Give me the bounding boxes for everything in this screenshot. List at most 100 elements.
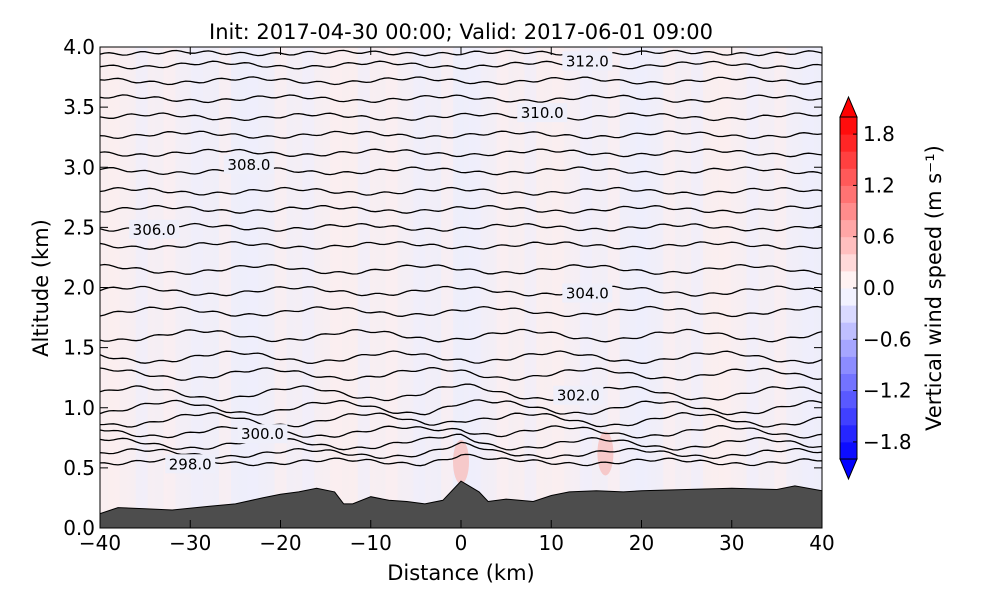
wind-band [663,47,676,528]
isentrope-line [100,425,822,439]
wind-band [274,47,287,528]
contour-label: 310.0 [521,104,564,122]
colorbar-segment [840,373,857,392]
y-tick-label: 3.5 [63,95,95,119]
isentrope-line [100,222,822,232]
isentrope-line [100,263,822,276]
isentrope-line [100,285,822,297]
contour-label: 306.0 [133,221,176,239]
y-axis-label: Altitude (km) [29,219,53,357]
y-tick-label: 4.0 [63,35,95,59]
isentrope-line [100,383,822,402]
wind-band [191,47,204,528]
isentrope-line [100,411,822,428]
terrain-layer [100,480,822,528]
colorbar-segment [840,236,857,255]
isentrope-line [100,328,822,343]
isentrope-line [100,241,822,250]
isentrope-line [100,186,822,196]
terrain [100,480,822,528]
wind-band [552,47,565,528]
colorbar-segment [840,219,857,238]
contour-label: 298.0 [169,455,212,473]
colorbar-segment [840,270,857,289]
wind-band [135,47,148,528]
isentrope-line [100,130,822,140]
isentrope-line [100,60,822,70]
plot-area: 312.0 310.0 308.0 306.0 304.0 302.0 300.0 298.0 [99,46,823,529]
isentrope-line [100,441,822,460]
colorbar-tick-label: −1.8 [863,430,912,454]
colorbar-extend-min [839,458,858,481]
isentrope-line [100,94,822,104]
wind-band [330,47,343,528]
isentrope-line [100,112,822,122]
x-tick-label: 40 [809,531,834,555]
isentrope-line [100,204,822,214]
x-tick-label: −10 [350,531,392,555]
isentrope-line [100,366,822,381]
isentrope-line [100,148,822,158]
y-tick-label: 2.5 [63,215,95,239]
y-tick-label: 1.0 [63,396,95,420]
colorbar-tick-label: 1.8 [863,122,895,146]
colorbar-label: Vertical wind speed (m s⁻¹) [922,145,946,431]
wind-band [718,47,731,528]
isentrope-line [100,399,822,416]
colorbar-segment [840,134,857,152]
colorbar-segment [840,322,857,340]
contour-label: 312.0 [566,52,609,70]
x-tick-label: 30 [719,531,744,555]
colorbar-tick-label: 1.2 [863,173,895,197]
contour-label-bg [165,454,216,474]
colorbar-segment [840,202,857,221]
y-axis: 0.0 0.5 1.0 1.5 2.0 2.5 3.0 3.5 4.0 [63,35,822,540]
contour-label-bg [223,154,274,174]
isentrope-line [100,433,822,451]
isentrope-line [100,305,822,318]
x-tick-label: 20 [629,531,654,555]
wind-band [357,47,370,528]
colorbar-segment [840,253,857,272]
colorbar-tick-label: 0.6 [863,225,895,249]
x-tick-label: −40 [79,531,121,555]
contour-label-bg [562,51,613,71]
wind-band [163,47,176,528]
y-tick-label: 2.0 [63,276,95,300]
contour-label: 302.0 [557,387,600,405]
colorbar-tick-label: −1.2 [863,379,912,403]
isentrope-line [100,350,822,365]
chart-title: Init: 2017-04-30 00:00; Valid: 2017-06-0… [209,20,713,44]
wind-band [496,47,509,528]
x-tick-label: −30 [169,531,211,555]
colorbar-tick-label: −0.6 [863,327,912,351]
wind-band [774,47,787,528]
colorbar-segment [840,356,857,374]
vertical-wind-field [100,47,822,528]
colorbar-segment [840,441,857,460]
x-tick-label: 0 [455,531,468,555]
colorbar-segment [840,185,857,203]
isentrope-line [100,453,822,467]
colorbar-segment [840,151,857,169]
wind-band [302,47,315,528]
colorbar-segment [840,407,857,426]
contour-label: 300.0 [241,425,284,443]
y-tick-label: 1.5 [63,336,95,360]
colorbar-segment [840,305,857,323]
colorbar-extend-max [839,95,858,118]
isentrope-line [100,166,822,176]
colorbar-tick-label: 0.0 [863,276,895,300]
contour-label-bg [237,424,288,444]
contour-label-bg [129,219,180,239]
x-tick-label: −20 [259,531,301,555]
y-tick-label: 3.0 [63,155,95,179]
x-axis: −40 −30 −20 −10 0 10 20 30 40 [79,47,835,555]
x-tick-label: 10 [539,531,564,555]
contour-label-bg [517,103,568,123]
colorbar: 1.8 1.2 0.6 0.0 −0.6 −1.2 −1.8 [839,95,912,481]
colorbar-segment [840,288,857,306]
contour-label-bg [553,385,604,405]
y-tick-label: 0.0 [63,516,95,540]
